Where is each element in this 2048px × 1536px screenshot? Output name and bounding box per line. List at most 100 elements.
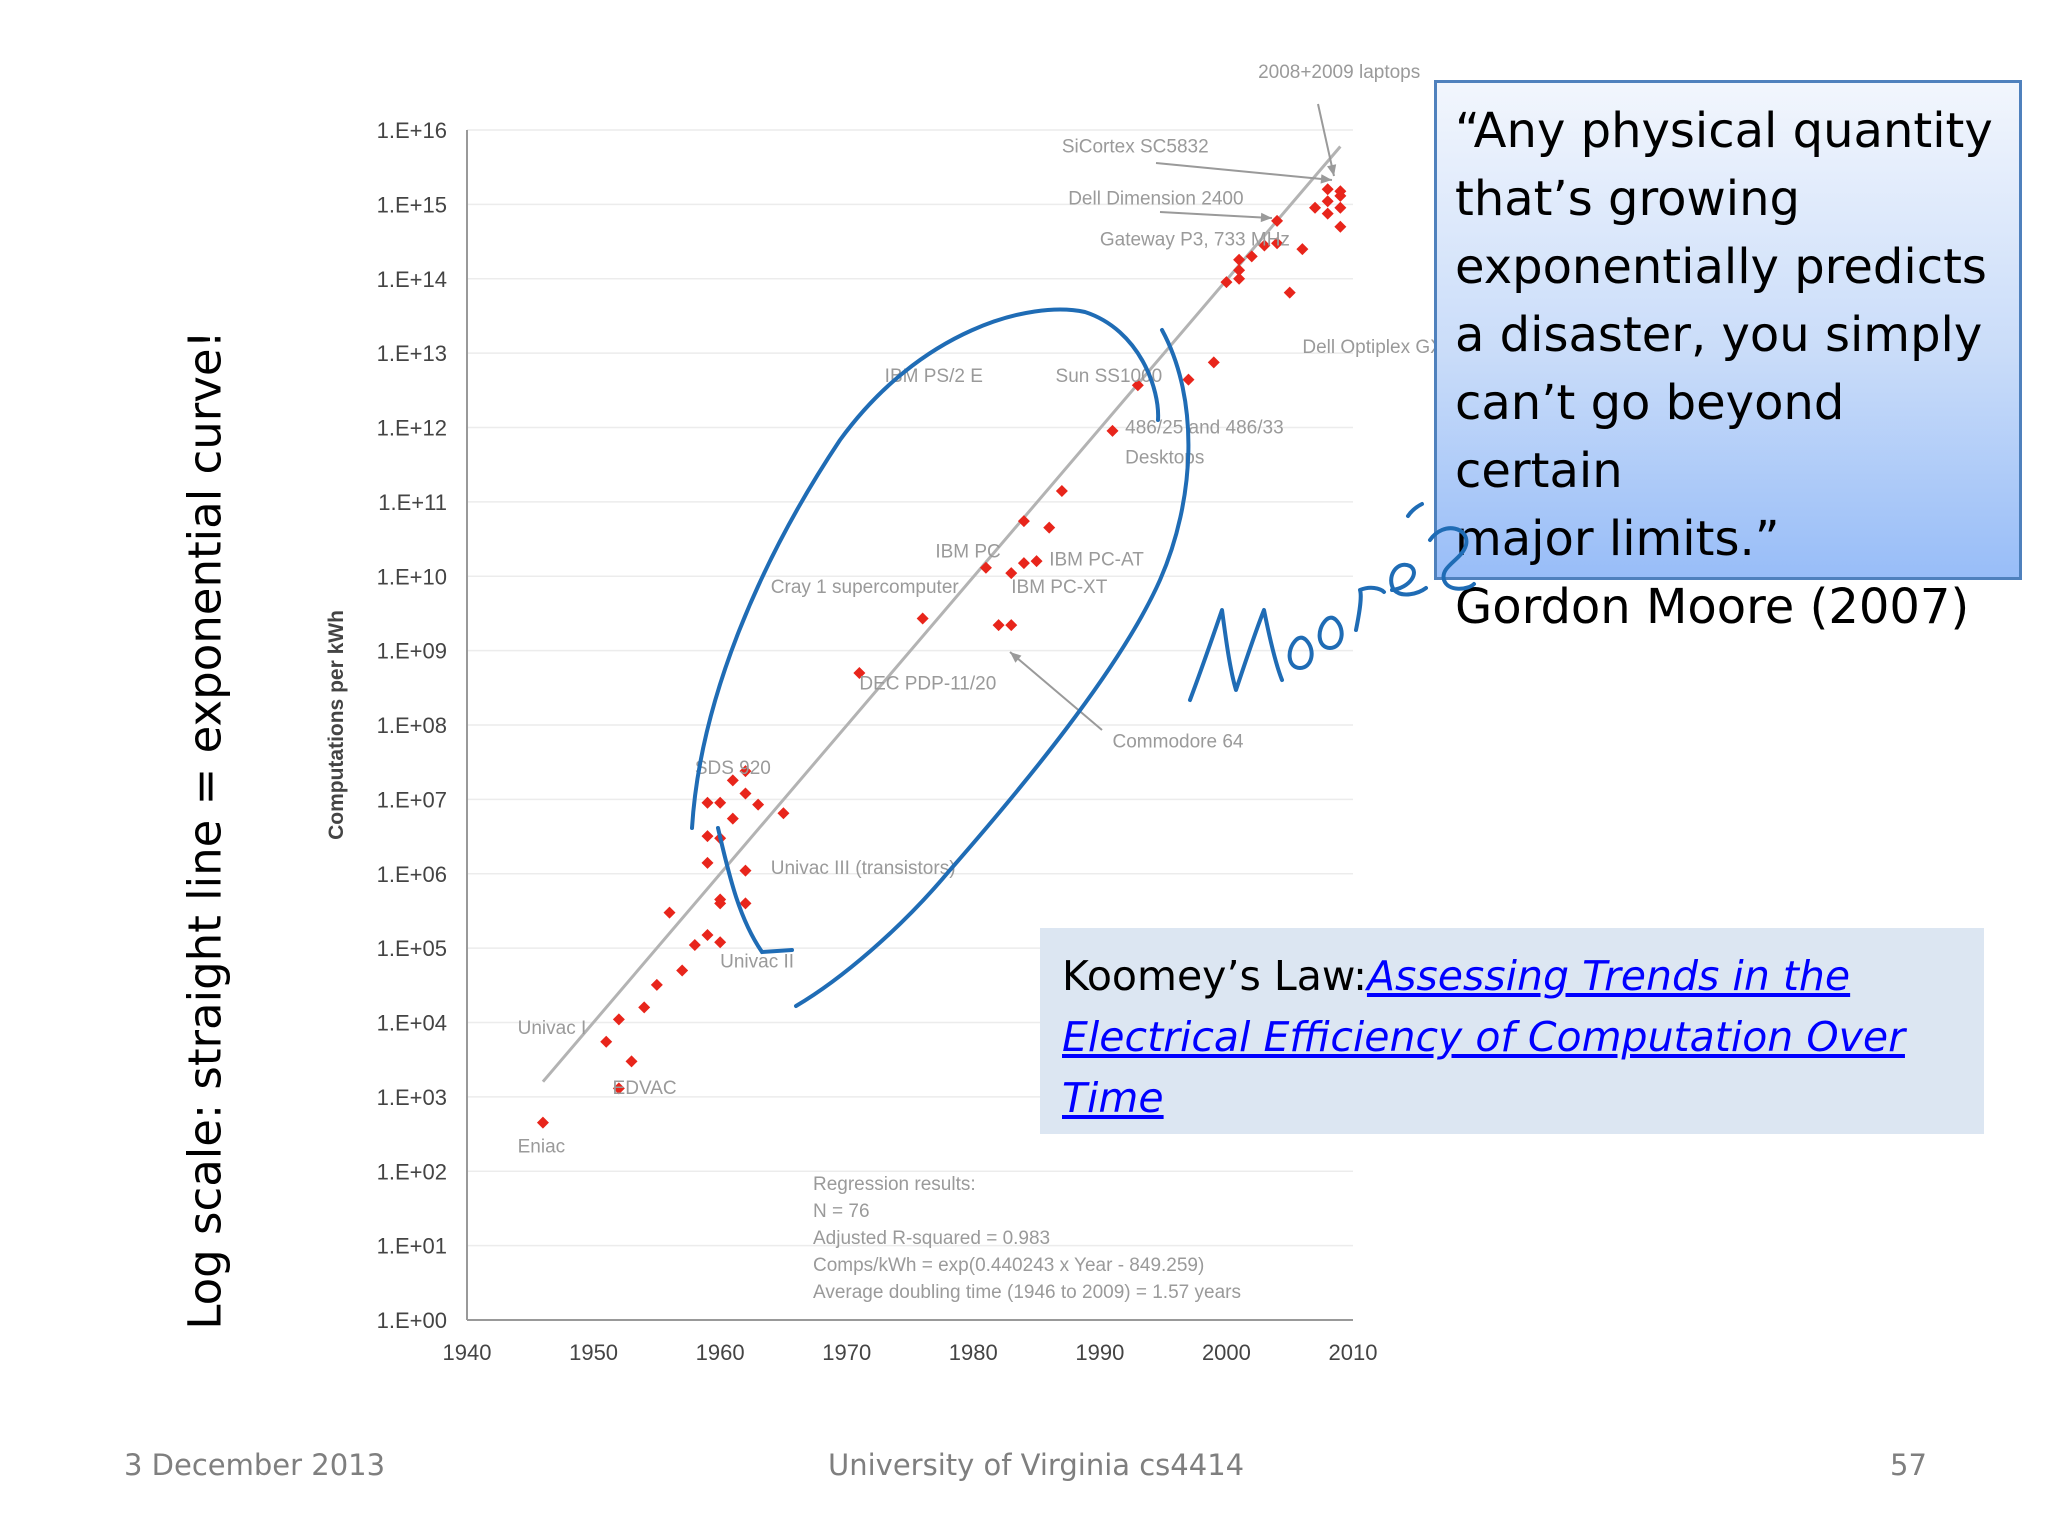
data-point [1005,619,1018,632]
annotation-label: Desktops [1125,447,1204,468]
x-tick-label: 1940 [443,1340,492,1365]
data-point [1017,557,1030,570]
annotation-label: Univac II [720,951,794,972]
y-tick-label: 1.E+11 [378,490,447,515]
x-tick-label: 2000 [1202,1340,1251,1365]
quote-attribution: Gordon Moore (2007) [1455,579,1970,635]
annotation-label: EDVAC [613,1078,677,1099]
annotation-label: SDS 920 [695,758,771,779]
koomey-law-box: Koomey’s Law:Assessing Trends in the Ele… [1040,928,1984,1134]
y-tick-label: 1.E+08 [377,713,447,738]
data-point [1334,185,1347,198]
annotation-label: Gateway P3, 733 MHz [1100,229,1290,250]
data-point [1321,195,1334,208]
data-point [600,1035,613,1048]
annotation-label: Cray 1 supercomputer [771,577,960,598]
quote-line: “Any physical quantity [1455,103,1993,159]
data-point [536,1116,549,1129]
data-point [1106,424,1119,437]
annotation-arrow [1009,651,1103,731]
data-point [638,1001,651,1014]
annotation-label: 2008+2009 laptops [1258,62,1420,83]
quote-line: major limits.” [1455,511,1780,567]
x-tick-label: 1970 [822,1340,871,1365]
chart-axes [466,130,1353,1321]
y-tick-label: 1.E+15 [377,192,447,217]
data-point [752,798,765,811]
data-point [777,807,790,820]
data-point [701,929,714,942]
data-point [1182,373,1195,386]
tick-labels: 1.E+00 1.E+01 1.E+02 1.E+03 1.E+04 1.E+05 1.E+… [377,118,1378,1365]
data-point [1321,183,1334,196]
data-point [1334,201,1347,214]
data-point [1233,272,1246,285]
data-point [1245,250,1258,263]
data-point [701,796,714,809]
annotation-label: Sun SS1000 [1056,366,1163,387]
annotation-label: Dell Dimension 2400 [1068,188,1243,209]
annotation-arrow [1155,162,1333,181]
annotation-label: DEC PDP-11/20 [859,674,996,695]
data-point [916,612,929,625]
y-tick-label: 1.E+10 [377,564,447,589]
regression-line: N = 76 [813,1201,870,1222]
data-point [650,978,663,991]
arrowhead [1260,212,1272,223]
data-point [739,864,752,877]
annotation-label: Univac III (transistors) [771,858,956,879]
y-tick-label: 1.E+02 [377,1159,447,1184]
data-point [979,561,992,574]
annotation-label: 486/25 and 486/33 [1125,418,1284,439]
data-point [1334,220,1347,233]
y-tick-label: 1.E+07 [377,787,447,812]
data-point [714,796,727,809]
chart-grid [467,129,1353,1321]
y-tick-label: 1.E+06 [377,862,447,887]
footer-date: 3 December 2013 [124,1448,386,1482]
data-point [1271,214,1284,227]
koomey-paper-link[interactable]: Assessing Trends in the Electrical Effic… [1062,952,1905,1122]
annotation-arrow [1159,211,1273,219]
data-point [992,619,1005,632]
y-tick-label: 1.E+12 [377,416,447,441]
data-point [1296,243,1309,256]
quote-line: can’t go beyond certain [1455,375,1845,499]
data-point [1017,515,1030,528]
footer-page-number: 57 [1890,1448,1927,1482]
data-point [1233,264,1246,277]
data-point [1309,201,1322,214]
annotation-label: IBM PC-XT [1011,577,1107,598]
regression-line: Regression results: [813,1174,976,1195]
annotation-label: IBM PC [935,541,1000,562]
y-tick-label: 1.E+01 [377,1234,447,1259]
y-tick-label: 1.E+14 [377,267,447,292]
regression-line: Adjusted R-squared = 0.983 [813,1228,1050,1249]
data-point [714,936,727,949]
data-point [625,1055,638,1068]
annotation-label: Dell Optiplex GXI [1302,337,1448,358]
annotation-label: Univac I [518,1018,587,1039]
moore-quote-box: “Any physical quantity that’s growing ex… [1434,80,2022,635]
regression-line: Average doubling time (1946 to 2009) = 1… [813,1282,1241,1303]
x-tick-label: 1960 [696,1340,745,1365]
y-tick-label: 1.E+05 [377,936,447,961]
data-point [688,939,701,952]
quote-line: a disaster, you simply [1455,307,1983,363]
annotation-label: IBM PC-AT [1049,549,1144,570]
data-point [1030,555,1043,568]
annotation-arrow [1317,103,1335,177]
data-point [701,830,714,843]
annotation-label: SiCortex SC5832 [1062,136,1209,157]
x-tick-label: 1980 [949,1340,998,1365]
y-axis-label: Computations per kWh [325,610,348,840]
data-point [726,812,739,825]
x-tick-label: 1950 [569,1340,618,1365]
data-point [1233,253,1246,266]
data-point [612,1013,625,1026]
data-point [1283,286,1296,299]
footer-course: University of Virginia cs4414 [828,1448,1245,1482]
y-tick-label: 1.E+04 [377,1011,447,1036]
data-point [1271,237,1284,250]
x-tick-label: 2010 [1329,1340,1378,1365]
